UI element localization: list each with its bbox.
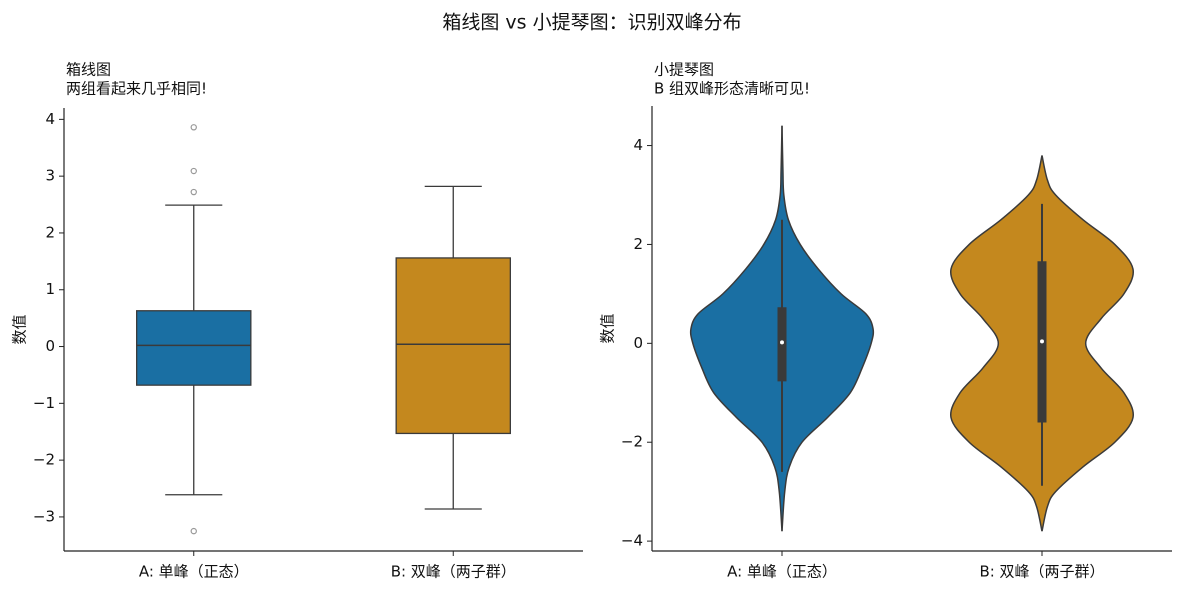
outlier	[190, 167, 197, 175]
violin-outline	[781, 125, 875, 532]
box	[395, 257, 511, 435]
y-tick-label: 2	[45, 223, 55, 241]
violin-outline	[689, 125, 783, 532]
x-tick-label: A: 单峰（正态）	[139, 563, 249, 581]
violin-median	[1040, 339, 1044, 344]
x-tick-label: A: 单峰（正态）	[727, 563, 837, 581]
axes-title: 箱线图	[66, 61, 111, 79]
y-tick-label: −3	[33, 507, 55, 525]
violin-outline	[1041, 155, 1135, 532]
y-tick-label: 0	[45, 337, 55, 355]
outlier	[190, 188, 197, 196]
y-tick-label: −2	[33, 451, 55, 469]
y-tick-label: 1	[45, 280, 55, 298]
y-tick-label: −4	[621, 532, 643, 550]
y-tick-label: 4	[633, 136, 643, 154]
y-axis-label: 数值	[11, 314, 29, 344]
outlier	[190, 527, 197, 535]
x-tick-label: B: 双峰（两子群）	[391, 563, 516, 581]
violin-median	[780, 340, 784, 345]
figure-title: 箱线图 vs 小提琴图：识别双峰分布	[442, 12, 741, 34]
axes-subtitle: B 组双峰形态清晰可见!	[654, 80, 810, 98]
axes-subtitle: 两组看起来几乎相同!	[66, 80, 207, 98]
y-tick-label: 0	[633, 334, 643, 352]
y-axis-label: 数值	[599, 313, 617, 343]
axes-title: 小提琴图	[654, 61, 714, 79]
y-tick-label: −2	[621, 433, 643, 451]
box	[136, 310, 252, 386]
y-tick-label: 3	[45, 167, 55, 185]
x-tick-label: B: 双峰（两子群）	[979, 563, 1104, 581]
y-tick-label: 2	[633, 235, 643, 253]
y-tick-label: 4	[45, 110, 55, 128]
outlier	[190, 124, 197, 131]
y-tick-label: −1	[33, 394, 55, 412]
violin-outline	[949, 155, 1043, 532]
